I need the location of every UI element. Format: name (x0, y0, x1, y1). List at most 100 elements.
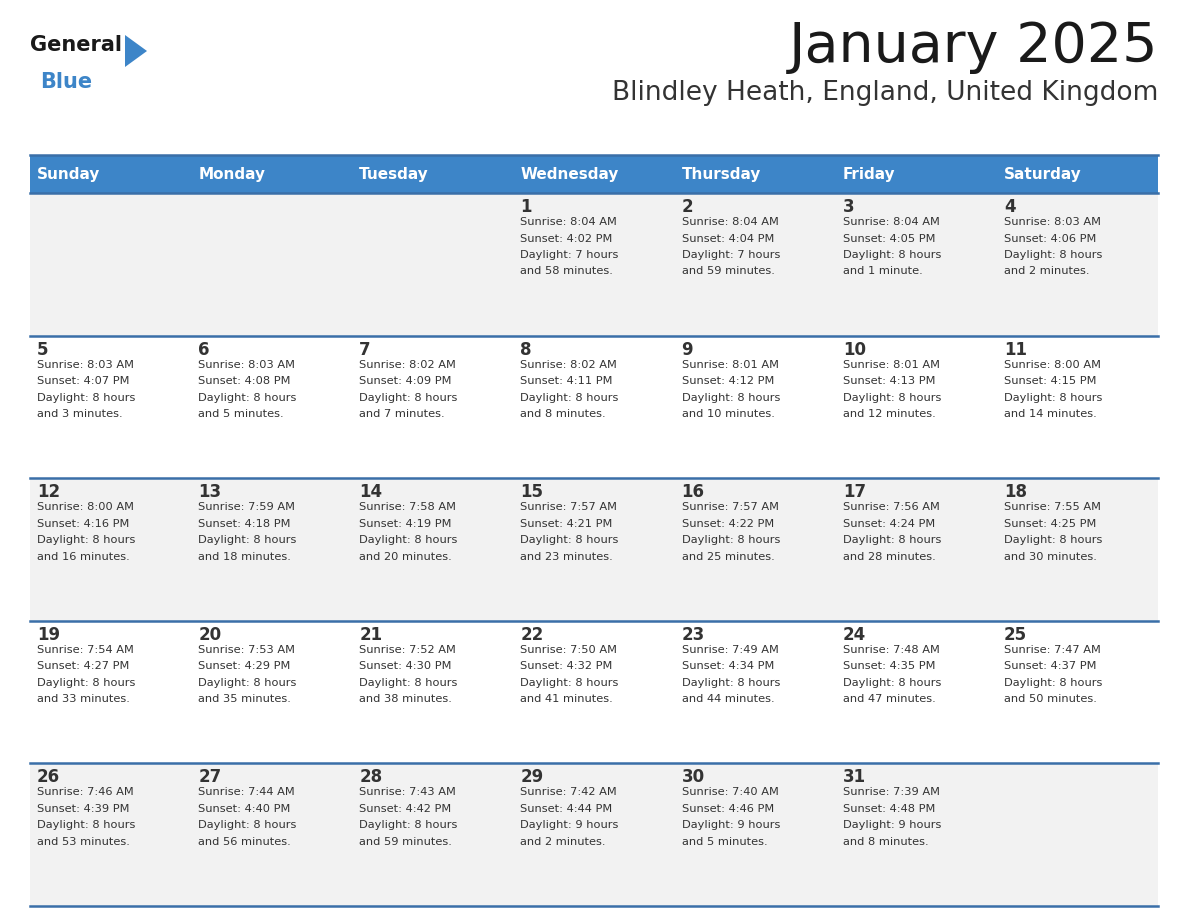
Text: Tuesday: Tuesday (359, 166, 429, 182)
Text: Sunset: 4:04 PM: Sunset: 4:04 PM (682, 233, 773, 243)
Polygon shape (125, 35, 147, 67)
Text: 29: 29 (520, 768, 544, 787)
Text: Sunset: 4:42 PM: Sunset: 4:42 PM (359, 804, 451, 814)
Text: Sunset: 4:44 PM: Sunset: 4:44 PM (520, 804, 613, 814)
Text: 4: 4 (1004, 198, 1016, 216)
Text: 3: 3 (842, 198, 854, 216)
Text: Sunrise: 7:52 AM: Sunrise: 7:52 AM (359, 644, 456, 655)
Text: 30: 30 (682, 768, 704, 787)
Text: Sunrise: 7:48 AM: Sunrise: 7:48 AM (842, 644, 940, 655)
Text: Daylight: 8 hours: Daylight: 8 hours (37, 535, 135, 545)
Text: Sunset: 4:27 PM: Sunset: 4:27 PM (37, 661, 129, 671)
Text: Sunset: 4:21 PM: Sunset: 4:21 PM (520, 519, 613, 529)
Text: and 35 minutes.: and 35 minutes. (198, 694, 291, 704)
Text: and 33 minutes.: and 33 minutes. (37, 694, 129, 704)
Text: Sunset: 4:13 PM: Sunset: 4:13 PM (842, 376, 935, 386)
Text: Blue: Blue (40, 72, 93, 92)
Bar (513, 478, 675, 621)
Bar (835, 155, 997, 193)
Text: Friday: Friday (842, 166, 896, 182)
Text: General: General (30, 35, 122, 55)
Text: and 59 minutes.: and 59 minutes. (359, 837, 453, 847)
Text: 12: 12 (37, 483, 61, 501)
Text: and 58 minutes.: and 58 minutes. (520, 266, 613, 276)
Text: Sunset: 4:46 PM: Sunset: 4:46 PM (682, 804, 773, 814)
Text: and 14 minutes.: and 14 minutes. (1004, 409, 1097, 420)
Bar (835, 621, 997, 764)
Text: Daylight: 8 hours: Daylight: 8 hours (198, 821, 297, 831)
Text: Sunset: 4:34 PM: Sunset: 4:34 PM (682, 661, 773, 671)
Bar (513, 193, 675, 336)
Bar (675, 193, 835, 336)
Text: Sunset: 4:39 PM: Sunset: 4:39 PM (37, 804, 129, 814)
Text: Sunrise: 7:40 AM: Sunrise: 7:40 AM (682, 788, 778, 798)
Text: 25: 25 (1004, 626, 1026, 644)
Bar (353, 478, 513, 621)
Text: and 30 minutes.: and 30 minutes. (1004, 552, 1097, 562)
Text: Daylight: 8 hours: Daylight: 8 hours (520, 393, 619, 403)
Text: Sunrise: 7:47 AM: Sunrise: 7:47 AM (1004, 644, 1101, 655)
Bar (675, 478, 835, 621)
Text: and 41 minutes.: and 41 minutes. (520, 694, 613, 704)
Text: 7: 7 (359, 341, 371, 359)
Text: 6: 6 (198, 341, 209, 359)
Text: and 59 minutes.: and 59 minutes. (682, 266, 775, 276)
Text: and 2 minutes.: and 2 minutes. (1004, 266, 1089, 276)
Text: 19: 19 (37, 626, 61, 644)
Text: Daylight: 8 hours: Daylight: 8 hours (1004, 535, 1102, 545)
Text: 22: 22 (520, 626, 544, 644)
Bar (191, 621, 353, 764)
Text: and 16 minutes.: and 16 minutes. (37, 552, 129, 562)
Text: Sunset: 4:22 PM: Sunset: 4:22 PM (682, 519, 773, 529)
Text: and 3 minutes.: and 3 minutes. (37, 409, 122, 420)
Text: 14: 14 (359, 483, 383, 501)
Bar (513, 764, 675, 906)
Text: Sunrise: 8:04 AM: Sunrise: 8:04 AM (682, 217, 778, 227)
Text: Sunset: 4:32 PM: Sunset: 4:32 PM (520, 661, 613, 671)
Text: Daylight: 7 hours: Daylight: 7 hours (682, 250, 781, 260)
Text: Sunrise: 8:00 AM: Sunrise: 8:00 AM (37, 502, 134, 512)
Text: Sunrise: 8:03 AM: Sunrise: 8:03 AM (37, 360, 134, 370)
Bar (675, 621, 835, 764)
Text: Sunrise: 7:42 AM: Sunrise: 7:42 AM (520, 788, 618, 798)
Bar (675, 764, 835, 906)
Text: Sunset: 4:25 PM: Sunset: 4:25 PM (1004, 519, 1097, 529)
Text: Daylight: 8 hours: Daylight: 8 hours (1004, 393, 1102, 403)
Text: Sunrise: 7:59 AM: Sunrise: 7:59 AM (198, 502, 295, 512)
Text: Sunrise: 8:00 AM: Sunrise: 8:00 AM (1004, 360, 1101, 370)
Text: Sunset: 4:16 PM: Sunset: 4:16 PM (37, 519, 129, 529)
Text: Wednesday: Wednesday (520, 166, 619, 182)
Text: and 44 minutes.: and 44 minutes. (682, 694, 775, 704)
Text: and 18 minutes.: and 18 minutes. (198, 552, 291, 562)
Text: and 50 minutes.: and 50 minutes. (1004, 694, 1097, 704)
Text: Blindley Heath, England, United Kingdom: Blindley Heath, England, United Kingdom (612, 80, 1158, 106)
Bar (30, 155, 191, 193)
Text: Sunrise: 7:39 AM: Sunrise: 7:39 AM (842, 788, 940, 798)
Text: Sunrise: 7:57 AM: Sunrise: 7:57 AM (682, 502, 778, 512)
Text: 13: 13 (198, 483, 221, 501)
Text: Daylight: 7 hours: Daylight: 7 hours (520, 250, 619, 260)
Text: and 53 minutes.: and 53 minutes. (37, 837, 129, 847)
Bar (835, 336, 997, 478)
Bar (675, 155, 835, 193)
Bar (30, 478, 191, 621)
Text: Daylight: 8 hours: Daylight: 8 hours (1004, 677, 1102, 688)
Text: 23: 23 (682, 626, 704, 644)
Text: 27: 27 (198, 768, 221, 787)
Text: and 47 minutes.: and 47 minutes. (842, 694, 935, 704)
Text: Saturday: Saturday (1004, 166, 1081, 182)
Text: Sunrise: 8:02 AM: Sunrise: 8:02 AM (359, 360, 456, 370)
Text: 10: 10 (842, 341, 866, 359)
Text: Daylight: 9 hours: Daylight: 9 hours (682, 821, 781, 831)
Text: Sunset: 4:29 PM: Sunset: 4:29 PM (198, 661, 291, 671)
Text: 8: 8 (520, 341, 532, 359)
Text: Sunrise: 7:53 AM: Sunrise: 7:53 AM (198, 644, 295, 655)
Text: Sunrise: 8:04 AM: Sunrise: 8:04 AM (842, 217, 940, 227)
Bar (997, 193, 1158, 336)
Text: Sunrise: 7:43 AM: Sunrise: 7:43 AM (359, 788, 456, 798)
Text: Sunset: 4:24 PM: Sunset: 4:24 PM (842, 519, 935, 529)
Text: and 8 minutes.: and 8 minutes. (520, 409, 606, 420)
Text: Daylight: 8 hours: Daylight: 8 hours (682, 393, 781, 403)
Text: Sunset: 4:18 PM: Sunset: 4:18 PM (198, 519, 291, 529)
Text: and 56 minutes.: and 56 minutes. (198, 837, 291, 847)
